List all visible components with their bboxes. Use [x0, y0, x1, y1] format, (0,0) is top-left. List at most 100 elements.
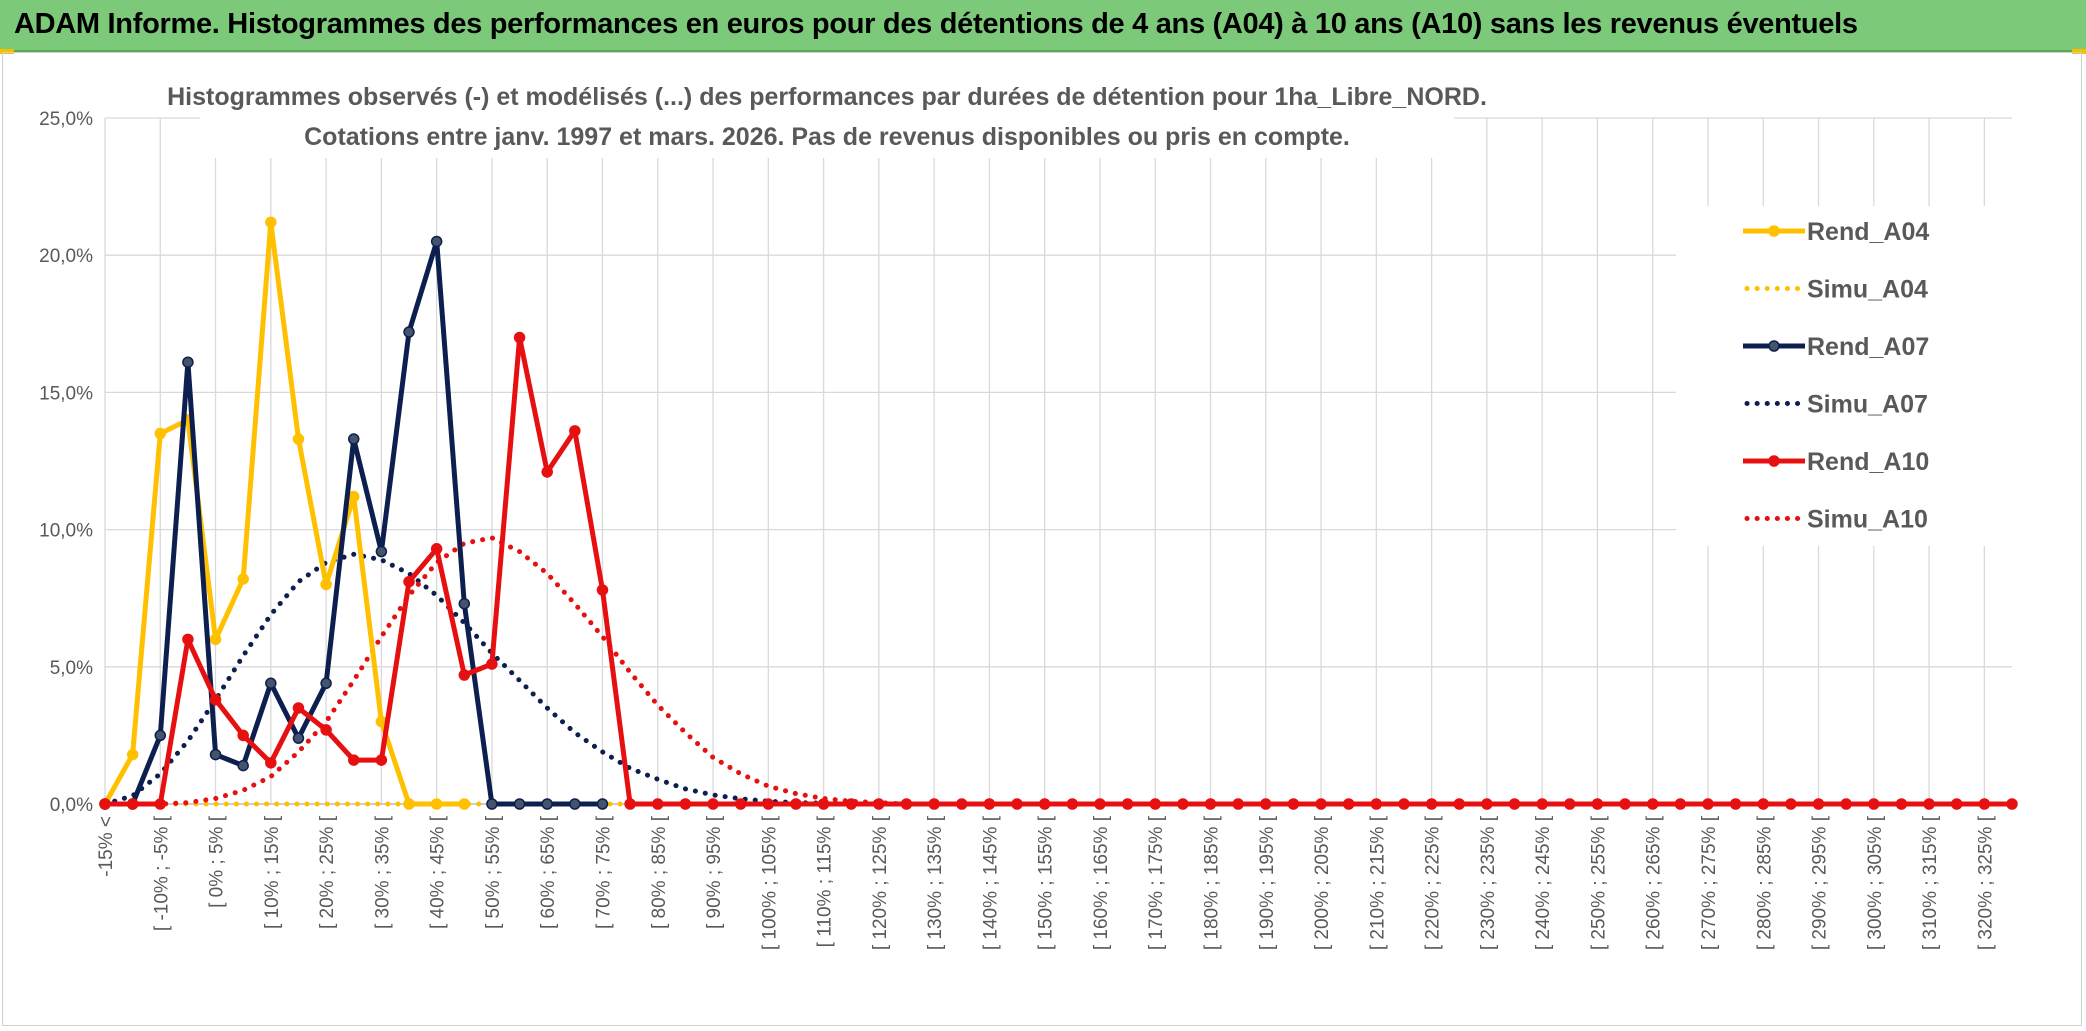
point-rend-a07 — [458, 597, 471, 610]
x-tick-label: [ 150% ; 155% [ — [1036, 815, 1057, 950]
point-rend-a10 — [292, 702, 305, 714]
point-rend-a04 — [430, 798, 443, 810]
point-rend-a10 — [2006, 798, 2018, 810]
point-rend-a10 — [1066, 798, 1079, 810]
point-rend-a04 — [320, 578, 332, 591]
x-tick-label: [ 230% ; 235% [ — [1478, 815, 1499, 950]
point-rend-a10 — [1729, 798, 1742, 810]
legend-item-simu-a07: Simu_A07 — [1744, 391, 1928, 419]
x-tick-label: [ -10% ; -5% [ — [151, 815, 172, 931]
legend-marker — [1768, 225, 1780, 237]
y-tick-label: 20,0% — [39, 246, 93, 267]
point-rend-a10 — [1038, 798, 1051, 810]
point-rend-a10 — [1785, 798, 1797, 810]
x-tick-label: [ 110% ; 115% [ — [815, 815, 836, 947]
point-rend-a04 — [209, 633, 222, 646]
x-axis: -15% < [ -10% ; -5% [[ 0% ; 5% [[ 10% ; 1… — [96, 815, 1996, 950]
x-tick-label: [ 60% ; 65% [ — [538, 815, 559, 929]
line-rend-a07 — [105, 239, 603, 807]
point-rend-a10 — [762, 798, 775, 810]
x-tick-label: [ 240% ; 245% [ — [1533, 815, 1554, 950]
legend-marker — [1768, 455, 1780, 467]
point-rend-a10 — [209, 693, 222, 706]
point-rend-a10 — [1481, 798, 1493, 810]
point-rend-a04 — [347, 490, 360, 503]
point-rend-a10 — [1425, 798, 1438, 810]
point-rend-a10 — [1895, 798, 1908, 810]
legend-background — [1676, 206, 2012, 546]
y-tick-label: 25,0% — [39, 109, 93, 130]
point-rend-a04 — [154, 427, 167, 440]
point-rend-a10 — [347, 754, 360, 766]
x-tick-label: [ 290% ; 295% [ — [1810, 815, 1831, 950]
point-rend-a10 — [1923, 798, 1935, 810]
point-rend-a07 — [209, 748, 222, 761]
point-rend-a04 — [265, 216, 277, 229]
point-rend-a10 — [1232, 798, 1244, 810]
point-rend-a10 — [1204, 798, 1217, 810]
y-tick-label: 10,0% — [39, 521, 93, 542]
legend-marker — [1768, 340, 1780, 352]
x-tick-label: [ 90% ; 95% [ — [704, 815, 725, 929]
chart-frame — [2, 52, 2082, 1026]
legend-item-rend-a04: Rend_A04 — [1743, 218, 1929, 246]
corner-mark-left — [0, 49, 14, 54]
x-tick-label: [ 140% ; 145% [ — [980, 815, 1001, 950]
point-rend-a10 — [1508, 798, 1521, 810]
point-rend-a10 — [375, 754, 388, 766]
point-rend-a07 — [154, 729, 167, 742]
point-rend-a07 — [403, 326, 415, 338]
point-rend-a10 — [320, 724, 332, 736]
x-tick-label: [ 30% ; 35% [ — [372, 815, 393, 929]
point-rend-a07 — [237, 759, 249, 772]
x-tick-label: [ 270% ; 275% [ — [1699, 815, 1720, 950]
x-tick-label: [ 220% ; 225% [ — [1423, 815, 1444, 950]
x-tick-label: [ 210% ; 215% [ — [1367, 815, 1388, 950]
point-rend-a10 — [154, 798, 167, 810]
point-rend-a10 — [956, 798, 968, 810]
legend-item-simu-a04: Simu_A04 — [1744, 276, 1928, 304]
point-rend-a04 — [126, 748, 139, 761]
point-rend-a10 — [1674, 798, 1687, 810]
point-rend-a10 — [1342, 798, 1355, 810]
point-rend-a10 — [1564, 798, 1576, 810]
point-rend-a10 — [873, 798, 885, 810]
point-rend-a10 — [652, 798, 664, 810]
point-rend-a10 — [1757, 798, 1770, 810]
series-simu-a10 — [102, 535, 2015, 807]
point-rend-a10 — [1260, 798, 1272, 810]
legend: Rend_A04 Simu_A04 Rend_A07 Simu_A07 Rend_A10… — [1676, 206, 2012, 546]
x-tick-label: -15% < — [96, 816, 117, 877]
x-tick-label: [ 100% ; 105% [ — [759, 815, 780, 950]
chart-title-background — [200, 76, 1454, 158]
point-rend-a10 — [569, 425, 581, 437]
x-tick-label: [ 160% ; 165% [ — [1091, 815, 1112, 950]
x-tick-label: [ 260% ; 265% [ — [1644, 815, 1665, 950]
x-tick-label: [ 200% ; 205% [ — [1312, 815, 1333, 950]
x-tick-label: [ 310% ; 315% [ — [1920, 815, 1941, 950]
point-rend-a10 — [182, 633, 194, 646]
point-rend-a10 — [1011, 798, 1023, 810]
point-rend-a10 — [403, 575, 415, 588]
legend-label: Rend_A04 — [1807, 218, 1929, 246]
report-title: ADAM Informe. Histogrammes des performan… — [14, 8, 1858, 40]
point-rend-a10 — [1453, 798, 1465, 810]
point-rend-a07 — [292, 732, 305, 744]
point-rend-a10 — [734, 798, 747, 810]
point-rend-a07 — [265, 677, 277, 690]
point-rend-a10 — [845, 798, 857, 810]
point-rend-a10 — [1094, 798, 1106, 810]
point-rend-a10 — [237, 729, 249, 742]
series-rend-a10 — [99, 331, 2018, 810]
chart-subtitle: Cotations entre janv. 1997 et mars. 2026… — [304, 123, 1350, 151]
line-rend-a10 — [105, 335, 2012, 807]
corner-mark-right — [2072, 49, 2086, 54]
point-rend-a07 — [541, 798, 553, 810]
point-rend-a07 — [430, 235, 443, 248]
point-rend-a07 — [182, 356, 194, 368]
chart-title: Histogrammes observés (-) et modélisés (… — [167, 83, 1487, 111]
point-rend-a10 — [99, 798, 111, 810]
point-rend-a10 — [679, 798, 692, 810]
point-rend-a07 — [375, 545, 388, 558]
point-rend-a10 — [1619, 798, 1631, 810]
